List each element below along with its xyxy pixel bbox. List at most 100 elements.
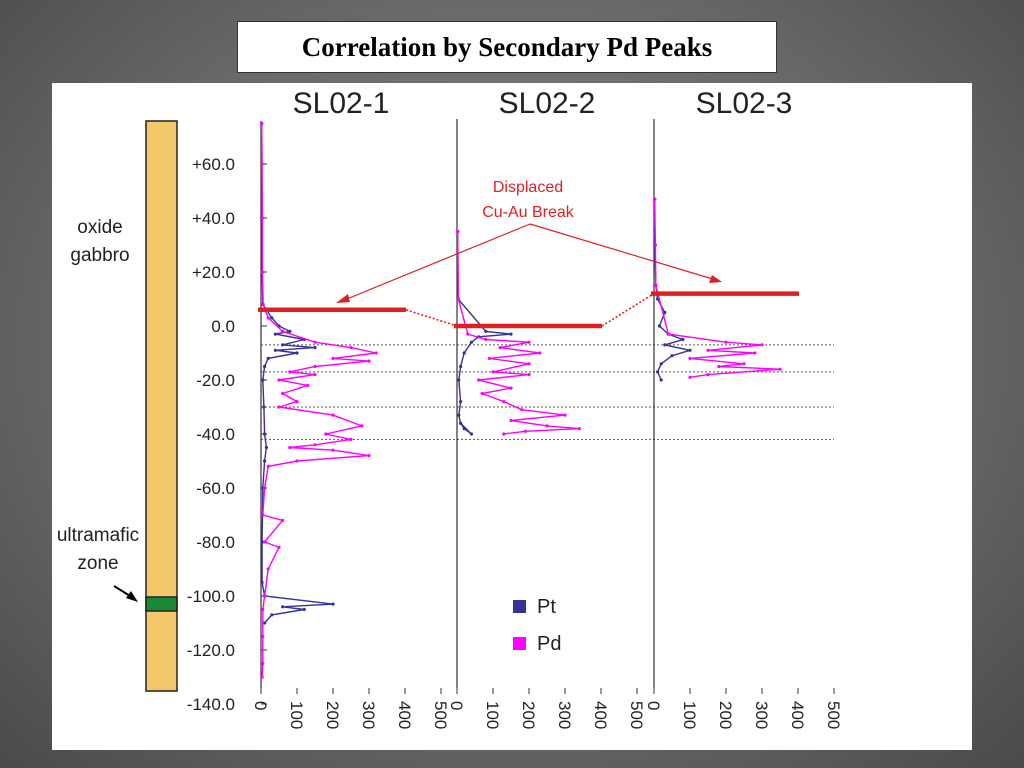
series-pt-point: [263, 621, 267, 625]
panel-title: SL02-3: [696, 87, 793, 120]
panels: SL02-1 0 100 200 300 400 500 SL02-2 0 100 200 300 40…: [251, 87, 843, 729]
series-pd-point: [527, 373, 531, 377]
x-tick-label: 200: [519, 701, 538, 729]
series-pd-point: [706, 348, 710, 352]
series-pd-point: [349, 346, 353, 350]
series-pd-point: [456, 229, 460, 234]
displaced-break-annotation: Displaced Cu-Au Break: [336, 179, 722, 327]
series-pt-point: [459, 400, 463, 404]
series-pd-point: [331, 448, 335, 452]
legend-swatch-pt: [513, 600, 526, 613]
chart-panel: oxide gabbro ultramafic zone +60.0 +40.0 +…: [52, 83, 972, 750]
series-pd-point: [520, 408, 524, 412]
series-pd-point: [527, 362, 531, 366]
zone-label: zone: [77, 553, 118, 574]
series-pd-point: [563, 413, 567, 417]
series-pd-point: [717, 364, 721, 369]
series-pd-point: [261, 513, 265, 517]
y-axis: +60.0 +40.0 +20.0 0.0 -20.0 -40.0 -60.0 -80.0 -1…: [187, 155, 267, 714]
series-pd-point: [374, 351, 378, 355]
series-pt-point: [302, 607, 306, 612]
series-pd-point: [367, 454, 371, 458]
x-tick-label: 100: [483, 701, 502, 729]
panel-title: SL02-1: [293, 87, 390, 120]
series-pt-point: [670, 354, 674, 358]
series-pd-point: [527, 340, 531, 344]
series-pd-point: [753, 351, 757, 355]
legend-label-pd: Pd: [537, 633, 561, 655]
series-pd-point: [324, 432, 328, 436]
series-pt-point: [260, 540, 264, 544]
annotation-arrow: [529, 223, 717, 281]
series-pd-line: [457, 231, 580, 435]
series-pt-point: [263, 432, 267, 436]
y-tick-label: +60.0: [192, 155, 235, 174]
oxide-gabbro-column: [145, 120, 178, 692]
series-pt-point: [659, 362, 663, 366]
x-tick-label: 500: [824, 701, 843, 729]
series-pd-point: [266, 464, 270, 468]
series-pt-point: [457, 413, 461, 417]
series-pd-point: [367, 359, 371, 363]
annotation-arrowhead: [336, 294, 350, 303]
series-pt-point: [288, 329, 292, 333]
break-connector: [405, 309, 458, 327]
oxide-label: oxide: [77, 217, 122, 238]
series-pd-line: [654, 199, 781, 378]
annotation-arrow: [341, 223, 531, 302]
series-pd-point: [331, 356, 335, 360]
series-pt-line: [260, 123, 334, 624]
series-pd-point: [654, 283, 658, 288]
panel-sl02-1: SL02-1 0 100 200 300 400 500: [251, 87, 450, 729]
y-tick-label: +40.0: [192, 209, 235, 228]
series-pd-point: [260, 121, 264, 126]
series-pd-point: [502, 400, 506, 404]
x-tick-label: 100: [680, 701, 699, 729]
series-pt-point: [263, 459, 267, 463]
series-pd-point: [538, 351, 542, 355]
series-pd-point: [266, 567, 270, 571]
series-pt-point: [273, 348, 277, 352]
series-pd-point: [260, 675, 264, 679]
series-pd-point: [288, 370, 292, 374]
series-pd-point: [260, 216, 265, 220]
series-pd-point: [306, 383, 310, 387]
x-tick-label: 400: [591, 701, 610, 729]
series-pd-point: [263, 486, 267, 490]
series-pd-point: [480, 391, 484, 396]
series-pd-point: [742, 362, 746, 366]
series-pd-point: [666, 332, 671, 336]
y-tick-label: -140.0: [187, 695, 235, 714]
zone-pointer-arrowhead: [126, 591, 138, 602]
series-pd-point: [260, 162, 264, 166]
series-pd-point: [281, 391, 285, 396]
series-pd-point: [502, 432, 506, 436]
series-pt-point: [469, 432, 473, 436]
series-pt-point: [266, 356, 270, 360]
series-pt-point: [281, 343, 285, 347]
series-pt-line: [654, 199, 691, 381]
series-pt-point: [281, 605, 285, 609]
series-pt-point: [457, 378, 461, 382]
series-pt-line: [457, 231, 512, 435]
series-pd-point: [261, 661, 265, 666]
x-tick-label: 0: [447, 701, 466, 710]
series-pd-point: [491, 370, 495, 374]
y-tick-label: -20.0: [196, 371, 235, 390]
series-pd-point: [509, 418, 513, 423]
series-pt-point: [261, 378, 265, 382]
series-pd-point: [313, 443, 317, 447]
series-pd-point: [281, 518, 285, 522]
series-pd-point: [263, 540, 267, 544]
series-pd-point: [653, 197, 657, 201]
series-pd-point: [778, 367, 782, 371]
y-tick-label: -120.0: [187, 641, 235, 660]
series-pd-point: [724, 340, 728, 344]
series-pd-point: [760, 343, 764, 347]
series-pd-point: [277, 378, 281, 382]
x-tick-label: 400: [395, 701, 414, 729]
series-pt-point: [295, 351, 299, 355]
y-tick-label: -80.0: [196, 533, 235, 552]
panel-sl02-2: SL02-2 0 100 200 300 400 500: [447, 87, 646, 729]
panel-title: SL02-2: [499, 87, 596, 120]
